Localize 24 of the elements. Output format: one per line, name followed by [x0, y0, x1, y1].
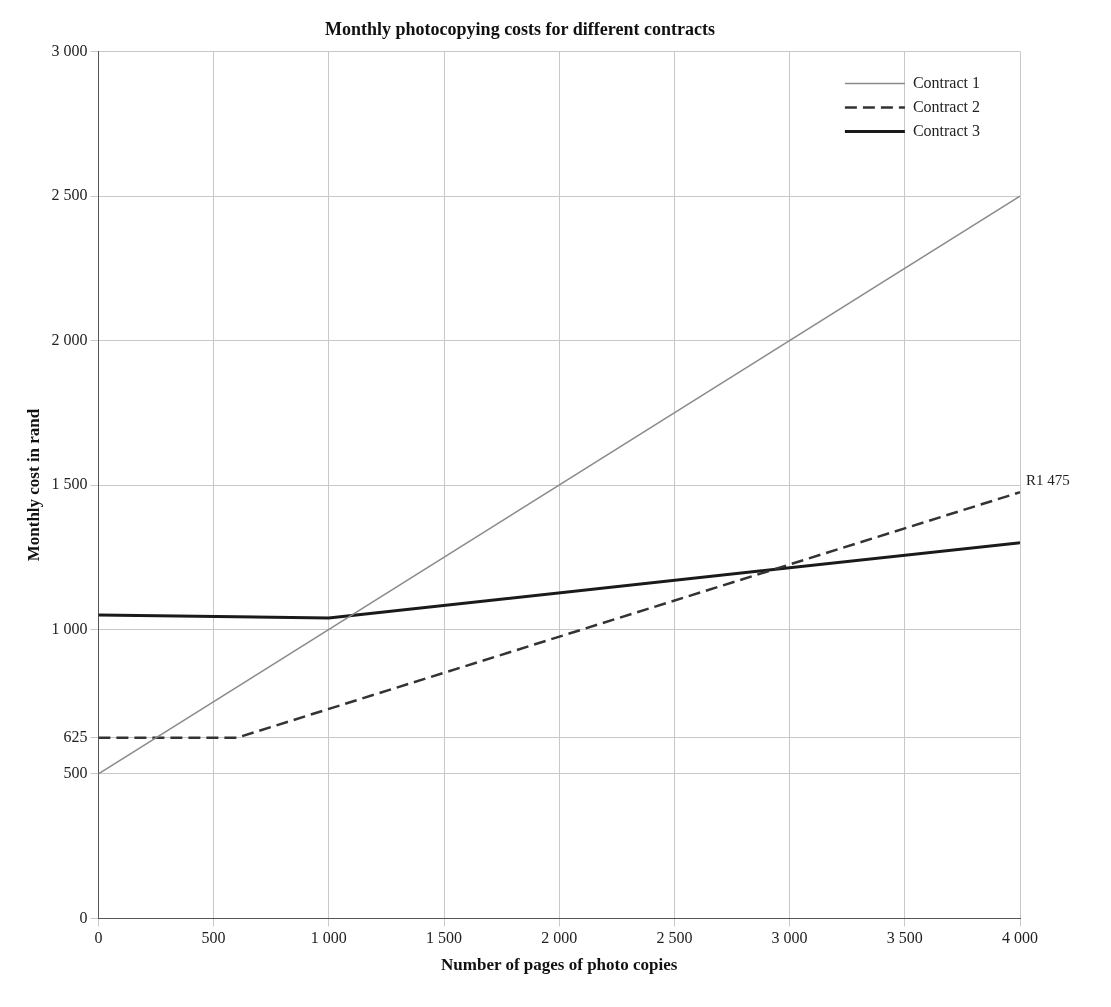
y-tick-label: 2 500 [51, 186, 88, 204]
x-tick-label: 3 500 [886, 929, 923, 947]
legend-label: Contract 3 [912, 121, 980, 139]
legend-label: Contract 2 [912, 97, 980, 115]
y-tick-label: 625 [63, 728, 88, 746]
x-tick-label: 0 [94, 929, 103, 947]
y-tick-label: 2 000 [51, 330, 88, 348]
chart-title: Monthly photocopying costs for different contracts [325, 19, 715, 40]
x-axis-title: Number of pages of photo copies [441, 955, 678, 975]
x-tick-label: 2 500 [656, 929, 693, 947]
x-tick-label: 1 500 [426, 929, 462, 947]
y-tick-label: 0 [79, 908, 88, 926]
x-tick-label: 2 000 [541, 929, 578, 947]
x-tick-label: 500 [201, 929, 226, 947]
x-tick-label: 1 000 [310, 929, 347, 947]
y-axis-title: Monthly cost in rand [23, 408, 43, 562]
y-tick-label: 3 000 [51, 41, 88, 59]
y-tick-label: 1 000 [51, 619, 88, 637]
x-tick-label: 3 000 [771, 929, 808, 947]
annotation: R1 475 [1026, 471, 1070, 488]
y-tick-label: 1 500 [51, 475, 88, 493]
legend-label: Contract 1 [912, 73, 980, 91]
x-tick-label: 4 000 [1002, 929, 1038, 947]
y-tick-label: 500 [63, 764, 88, 782]
